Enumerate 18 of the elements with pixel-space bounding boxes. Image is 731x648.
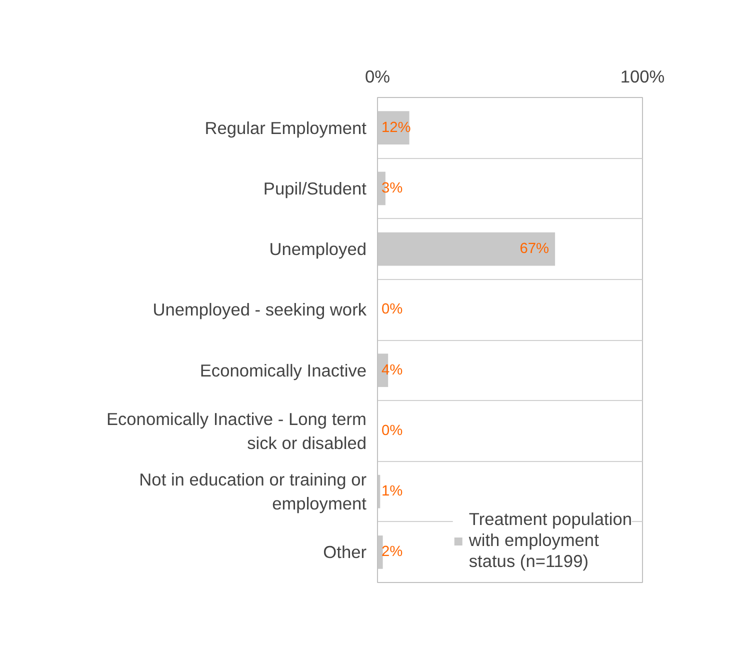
data-label: 67% bbox=[520, 241, 550, 258]
data-label: 0% bbox=[382, 422, 403, 439]
y-tick-label: Economically Inactive bbox=[200, 360, 367, 380]
y-tick-label: Pupil/Student bbox=[263, 178, 367, 198]
data-label: 12% bbox=[382, 120, 411, 136]
data-label: 3% bbox=[382, 180, 403, 196]
legend-label: Treatment population with employment status (n=1199) bbox=[468, 509, 632, 572]
y-tick-label: Not in education or training or employment bbox=[139, 470, 367, 514]
y-tick-label: Economically Inactive - Long term sick or disabled bbox=[106, 408, 367, 453]
y-tick-label: Unemployed - seeking work bbox=[152, 300, 367, 320]
y-tick-label: Other bbox=[323, 542, 367, 562]
data-label: 0% bbox=[382, 302, 403, 318]
y-tick-label: Unemployed bbox=[269, 239, 367, 260]
x-tick-label: 100% bbox=[620, 66, 665, 86]
data-label: 1% bbox=[382, 484, 403, 500]
data-label: 2% bbox=[382, 544, 403, 560]
data-label: 4% bbox=[382, 362, 403, 378]
y-tick-label: Regular Employment bbox=[204, 118, 367, 138]
